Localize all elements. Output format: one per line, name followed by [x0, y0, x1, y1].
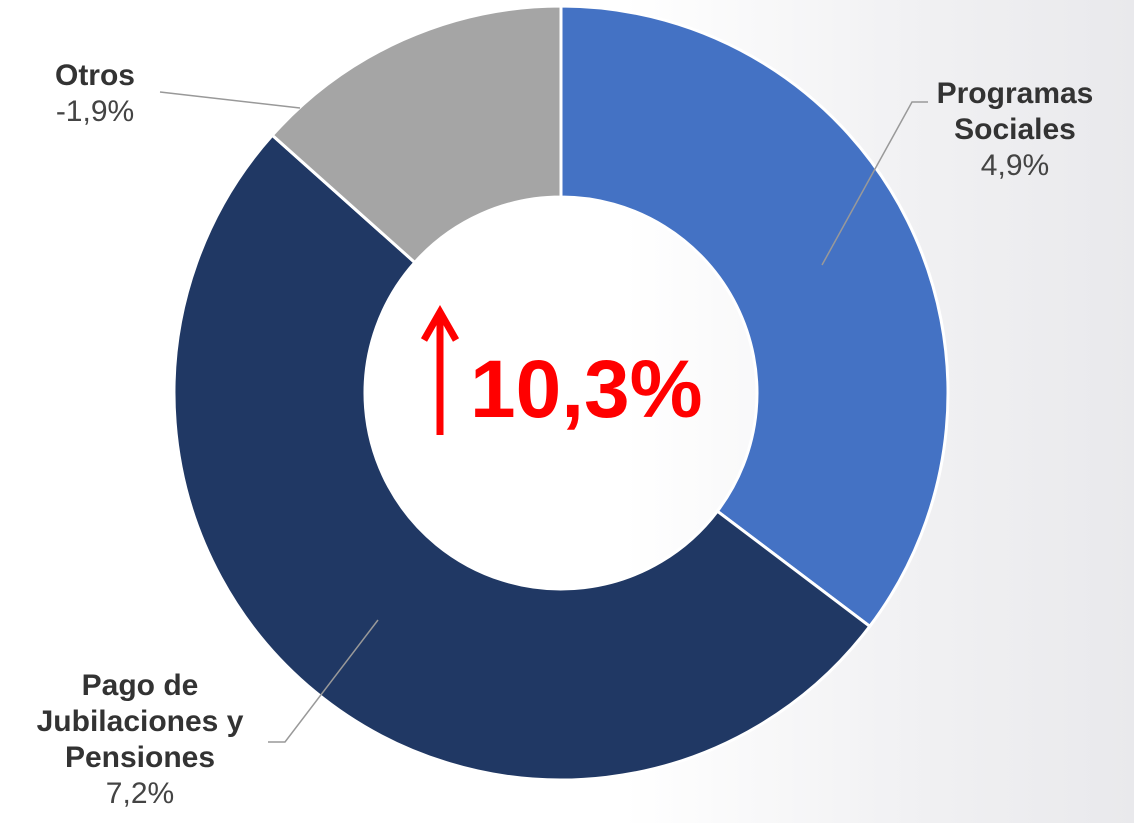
growth-label: -1,9%	[20, 94, 170, 130]
growth-label: 4,9%	[905, 148, 1125, 184]
category-name: Programas Sociales	[905, 76, 1125, 148]
category-name: Otros	[20, 58, 170, 94]
chart: 10,3% Programas Sociales4,9% Pago de Jubi…	[0, 0, 1134, 823]
slice	[561, 6, 948, 626]
slice-label: Otros-1,9%	[20, 58, 170, 130]
center-label: 10,3%	[470, 340, 740, 440]
leader-line	[160, 92, 300, 108]
growth-label: 7,2%	[10, 776, 270, 812]
category-name: Pago de Jubilaciones y Pensiones	[10, 668, 270, 776]
up-arrow	[424, 312, 456, 435]
